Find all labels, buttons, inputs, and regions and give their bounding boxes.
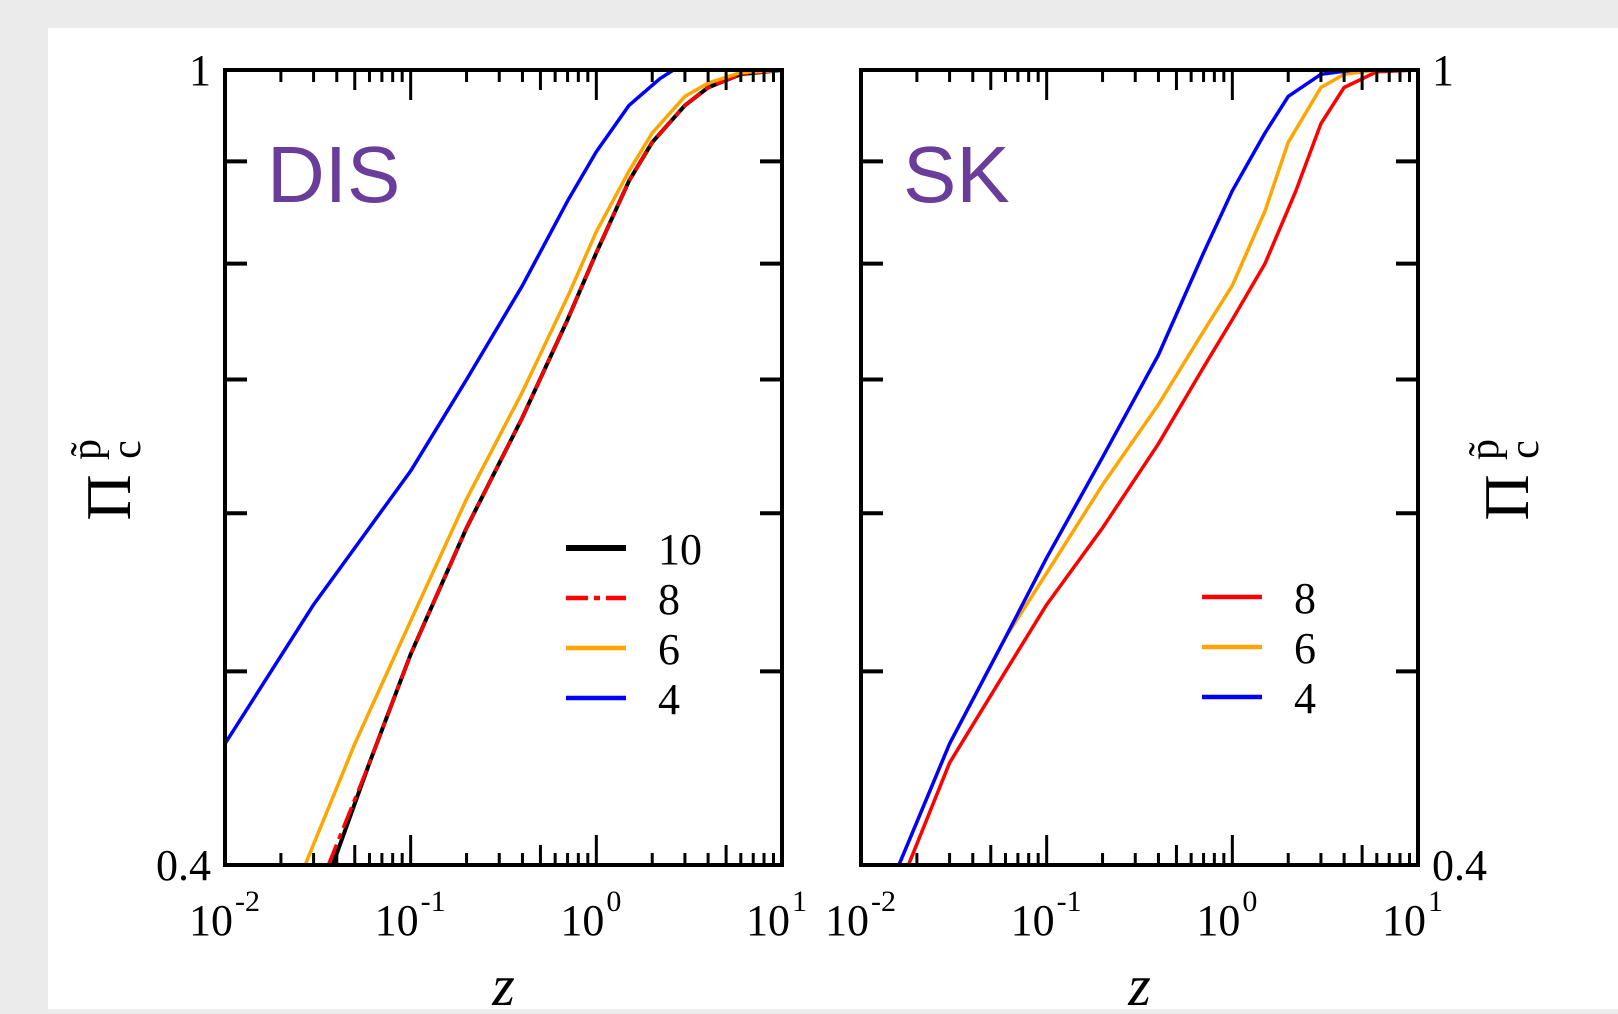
legend: 864 bbox=[1202, 574, 1316, 723]
y-tick-label: 1 bbox=[189, 46, 211, 95]
series-line-8 bbox=[906, 70, 1418, 865]
legend-label-6: 6 bbox=[658, 625, 680, 674]
panel-label: SK bbox=[903, 130, 1010, 219]
x-tick-exponent: 1 bbox=[792, 885, 807, 918]
legend-label-10: 10 bbox=[658, 525, 702, 574]
plot-frame bbox=[859, 68, 1420, 867]
x-tick-exponent: -1 bbox=[1057, 885, 1082, 918]
x-tick-exponent: 0 bbox=[606, 885, 621, 918]
y-tick-label: 0.4 bbox=[1432, 841, 1487, 890]
x-tick-exponent: -1 bbox=[421, 885, 446, 918]
x-tick-exponent: -2 bbox=[235, 885, 260, 918]
series-line-8 bbox=[326, 70, 782, 865]
y-ticks bbox=[225, 159, 782, 674]
x-tick-label: 10 bbox=[375, 896, 419, 945]
x-tick-label: 10 bbox=[1382, 896, 1426, 945]
series-group bbox=[225, 70, 782, 865]
x-tick-exponent: 1 bbox=[1428, 885, 1443, 918]
y-axis-label: Πp̃c bbox=[1462, 439, 1548, 521]
x-ticks bbox=[223, 70, 776, 865]
panel-label: DIS bbox=[267, 130, 400, 219]
y-axis-label-main: Π bbox=[1471, 474, 1542, 520]
x-tick-label: 10 bbox=[189, 896, 233, 945]
y-axis-label-sup: p̃ bbox=[64, 439, 110, 460]
x-tick-exponent: -2 bbox=[871, 885, 896, 918]
legend-label-8: 8 bbox=[1294, 574, 1316, 623]
series-line-6 bbox=[303, 70, 782, 865]
x-tick-label: 10 bbox=[825, 896, 869, 945]
y-tick-label: 1 bbox=[1432, 46, 1454, 95]
x-ticks bbox=[859, 70, 1412, 865]
y-axis-label-sub: c bbox=[104, 440, 150, 459]
y-axis-label-sub: c bbox=[1502, 440, 1548, 459]
y-ticks bbox=[861, 159, 1418, 674]
y-axis-label-sup: p̃ bbox=[1462, 439, 1508, 460]
x-tick-label: 10 bbox=[560, 896, 604, 945]
legend-label-4: 4 bbox=[1294, 674, 1316, 723]
plot-frame bbox=[223, 68, 784, 867]
series-line-4 bbox=[225, 70, 782, 745]
x-tick-label: 10 bbox=[1196, 896, 1240, 945]
legend-label-6: 6 bbox=[1294, 624, 1316, 673]
y-tick-label: 0.4 bbox=[156, 841, 211, 890]
x-axis-label: z bbox=[1127, 953, 1151, 1009]
legend-label-8: 8 bbox=[658, 575, 680, 624]
y-axis-label-main: Π bbox=[73, 474, 144, 520]
x-axis-label: z bbox=[491, 953, 515, 1009]
x-tick-label: 10 bbox=[746, 896, 790, 945]
y-axis-label: Πp̃c bbox=[64, 439, 150, 521]
x-tick-exponent: 0 bbox=[1242, 885, 1257, 918]
legend-label-4: 4 bbox=[658, 675, 680, 724]
x-tick-label: 10 bbox=[1011, 896, 1055, 945]
